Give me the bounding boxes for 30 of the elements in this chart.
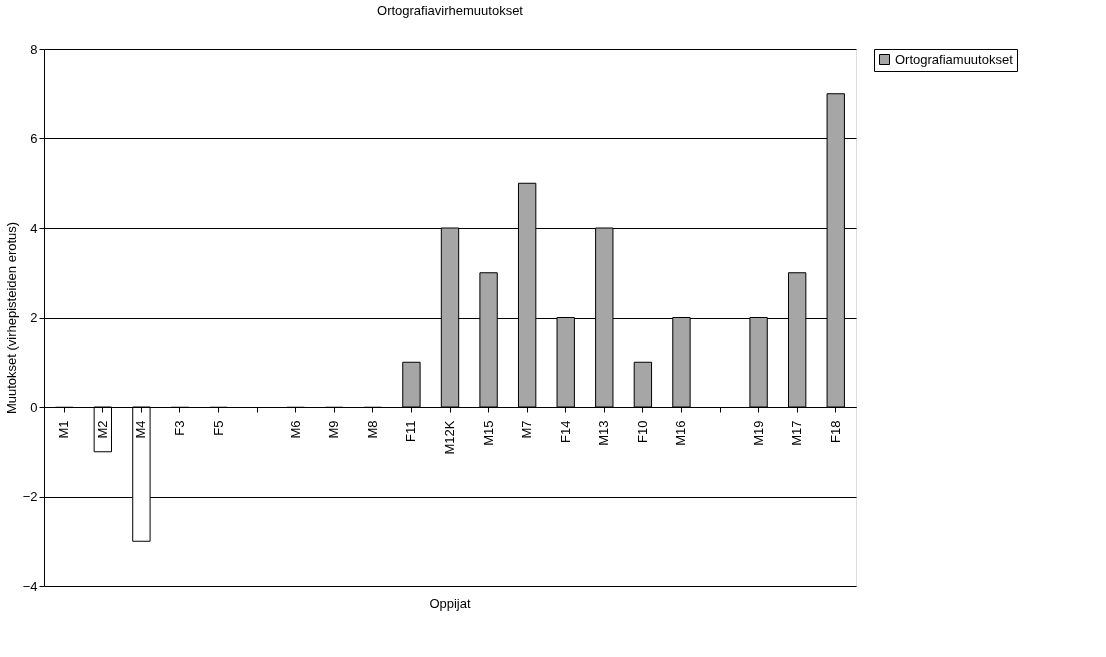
y-tick-label: 6: [30, 131, 38, 146]
x-tick-label: M7: [519, 420, 535, 439]
x-tick-label: M13: [596, 420, 612, 446]
y-tick-label: 4: [30, 220, 38, 236]
y-tick-label: −2: [22, 489, 38, 504]
x-tick-label: F3: [171, 420, 187, 436]
x-tick-label: F10: [634, 420, 650, 443]
x-tick-label: M4: [133, 420, 149, 439]
y-tick-label: 0: [30, 399, 38, 415]
y-axis-title: Muutokset (virhepisteiden erotus): [3, 221, 19, 415]
x-tick-label: F14: [557, 420, 573, 443]
x-tick-label: M16: [673, 420, 689, 446]
x-tick-label: M19: [750, 420, 766, 446]
x-tick-label: M6: [287, 420, 303, 439]
y-tick-label: 8: [30, 41, 38, 57]
x-tick-label: F18: [827, 420, 843, 443]
x-tick-label: M12K: [442, 420, 457, 455]
x-tick-label: M17: [789, 420, 805, 446]
x-tick-label: M8: [364, 420, 380, 439]
x-tick-label: F5: [210, 420, 226, 436]
y-tick-label: −4: [22, 578, 38, 594]
x-axis-title: Oppijat: [429, 596, 471, 611]
legend-label: Ortografiamuutokset: [895, 51, 1014, 67]
y-tick-label: 2: [30, 310, 38, 325]
x-tick-label: M2: [94, 420, 110, 439]
x-tick-label: M1: [56, 420, 72, 439]
x-tick-label: M9: [326, 420, 342, 439]
chart-title: Ortografiavirhemuutokset: [377, 3, 524, 18]
x-tick-label: F11: [403, 420, 419, 442]
x-tick-label: M15: [480, 420, 496, 446]
